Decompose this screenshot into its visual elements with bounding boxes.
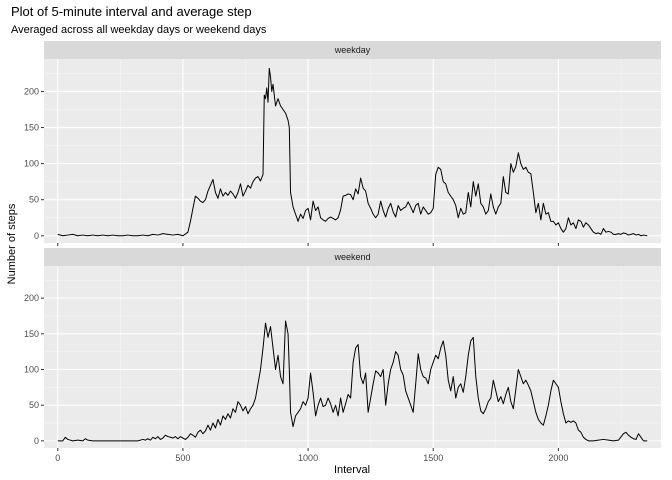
y-tick-label: 100 (24, 364, 39, 374)
series-line-weekday (57, 67, 648, 237)
facet-strip (44, 41, 661, 59)
y-tick-label: 100 (24, 159, 39, 169)
y-tick-label: 0 (34, 231, 39, 241)
facet-strip-label: weekday (334, 45, 371, 55)
y-axis-ticks: 0 50 100 150 200 (24, 86, 44, 241)
x-axis-ticks (57, 448, 559, 451)
x-axis-ticks (57, 243, 559, 246)
x-tick-label: 1000 (298, 453, 318, 463)
y-tick-label: 200 (24, 293, 39, 303)
facet-weekday: weekday 0 50 100 150 200 (24, 41, 661, 246)
chart-subtitle: Averaged across all weekday days or week… (11, 24, 267, 36)
grid-major (44, 266, 661, 448)
y-tick-label: 150 (24, 123, 39, 133)
y-axis-ticks: 0 50 100 150 200 (24, 293, 44, 446)
x-tick-label: 2000 (548, 453, 568, 463)
facet-strip-label: weekend (333, 252, 370, 262)
y-tick-label: 200 (24, 86, 39, 96)
y-tick-label: 50 (29, 195, 39, 205)
facet-strip (44, 248, 661, 266)
x-tick-label: 0 (55, 453, 60, 463)
series-line-weekend (57, 320, 648, 442)
facet-weekend: weekend 0 50 100 150 200 (24, 248, 661, 451)
x-axis-title: Interval (334, 464, 370, 476)
y-tick-label: 0 (34, 436, 39, 446)
chart-title: Plot of 5-minute interval and average st… (11, 4, 252, 19)
x-tick-labels: 0 500 1000 1500 2000 (55, 453, 568, 463)
y-axis-title: Number of steps (6, 203, 18, 284)
y-tick-label: 150 (24, 329, 39, 339)
x-tick-label: 500 (175, 453, 190, 463)
y-tick-label: 50 (29, 400, 39, 410)
grid-major (44, 59, 661, 243)
x-tick-label: 1500 (423, 453, 443, 463)
panel-background (44, 59, 661, 243)
